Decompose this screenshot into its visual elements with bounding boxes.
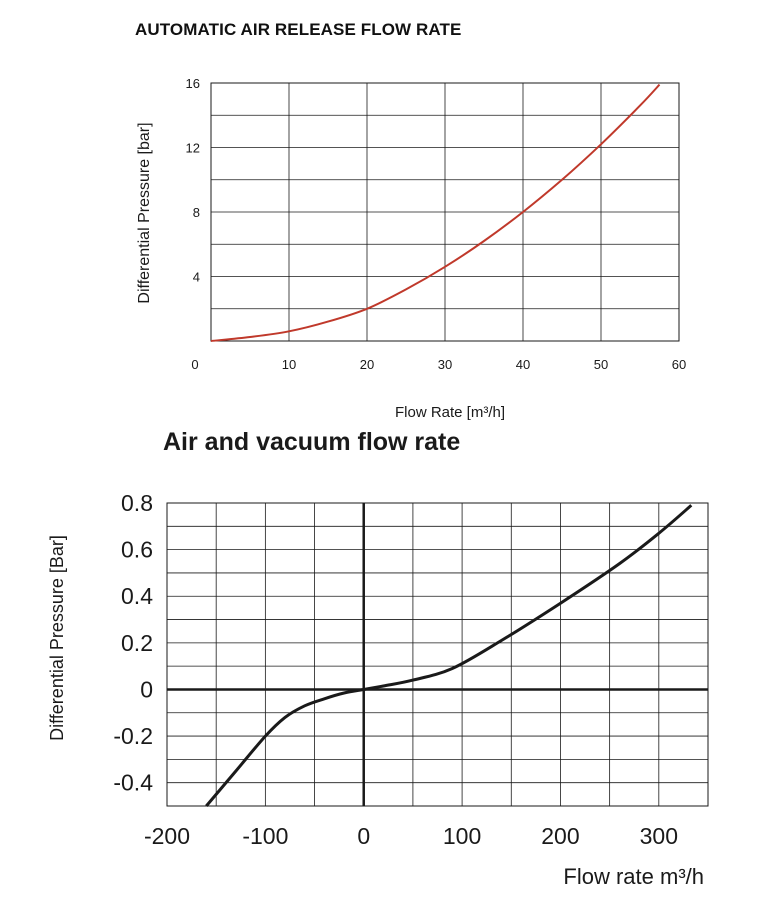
chart2-y-tick-label: -0.4: [113, 770, 153, 796]
chart1-x-tick-label: 40: [516, 357, 530, 372]
chart1-x-tick-label: 60: [672, 357, 686, 372]
chart2-x-tick-label: 200: [541, 823, 579, 849]
chart2-y-tick-label: 0.8: [121, 490, 153, 516]
chart1-x-tick-label: 0: [191, 357, 198, 372]
chart2-x-tick-label: 300: [640, 823, 678, 849]
chart2-y-tick-label: 0.4: [121, 583, 153, 609]
chart1-y-tick-label: 8: [193, 205, 200, 220]
chart1-y-tick-label: 12: [186, 141, 200, 156]
chart1-x-tick-label: 20: [360, 357, 374, 372]
chart1-x-tick-label: 50: [594, 357, 608, 372]
chart2-y-tick-label: 0.6: [121, 537, 153, 563]
chart1-x-tick-label: 30: [438, 357, 452, 372]
chart2-y-tick-label: -0.2: [113, 723, 153, 749]
chart2-title: Air and vacuum flow rate: [163, 428, 461, 456]
chart2-x-tick-label: 100: [443, 823, 481, 849]
chart2-y-tick-label: 0.2: [121, 630, 153, 656]
chart1-series-line: [210, 83, 661, 342]
chart2-y-tick-label: 0: [140, 676, 153, 702]
chart1-title: AUTOMATIC AIR RELEASE FLOW RATE: [135, 20, 462, 39]
chart1-y-axis-label: Differential Pressure [bar]: [136, 122, 153, 303]
chart1-frame: [210, 82, 680, 342]
chart1-y-tick-label: 16: [186, 76, 200, 91]
chart2-x-tick-label: 0: [357, 823, 370, 849]
chart2-x-axis-label: Flow rate m³/h: [563, 864, 704, 889]
chart2-x-tick-label: -100: [242, 823, 288, 849]
chart2-x-tick-label: -200: [144, 823, 190, 849]
chart1-x-tick-label: 10: [282, 357, 296, 372]
chart2-y-axis-label: Differential Pressure [Bar]: [47, 535, 67, 741]
chart2-frame: [166, 502, 709, 807]
chart1-svg: 0 10 20 30 40 50 60 4 8 12 16 Flow Rate [m³/h] Diffe…: [136, 76, 686, 421]
chart2-series-line: [205, 504, 693, 807]
chart1-x-axis-label: Flow Rate [m³/h]: [395, 404, 505, 421]
chart1-y-tick-label: 4: [193, 270, 200, 285]
